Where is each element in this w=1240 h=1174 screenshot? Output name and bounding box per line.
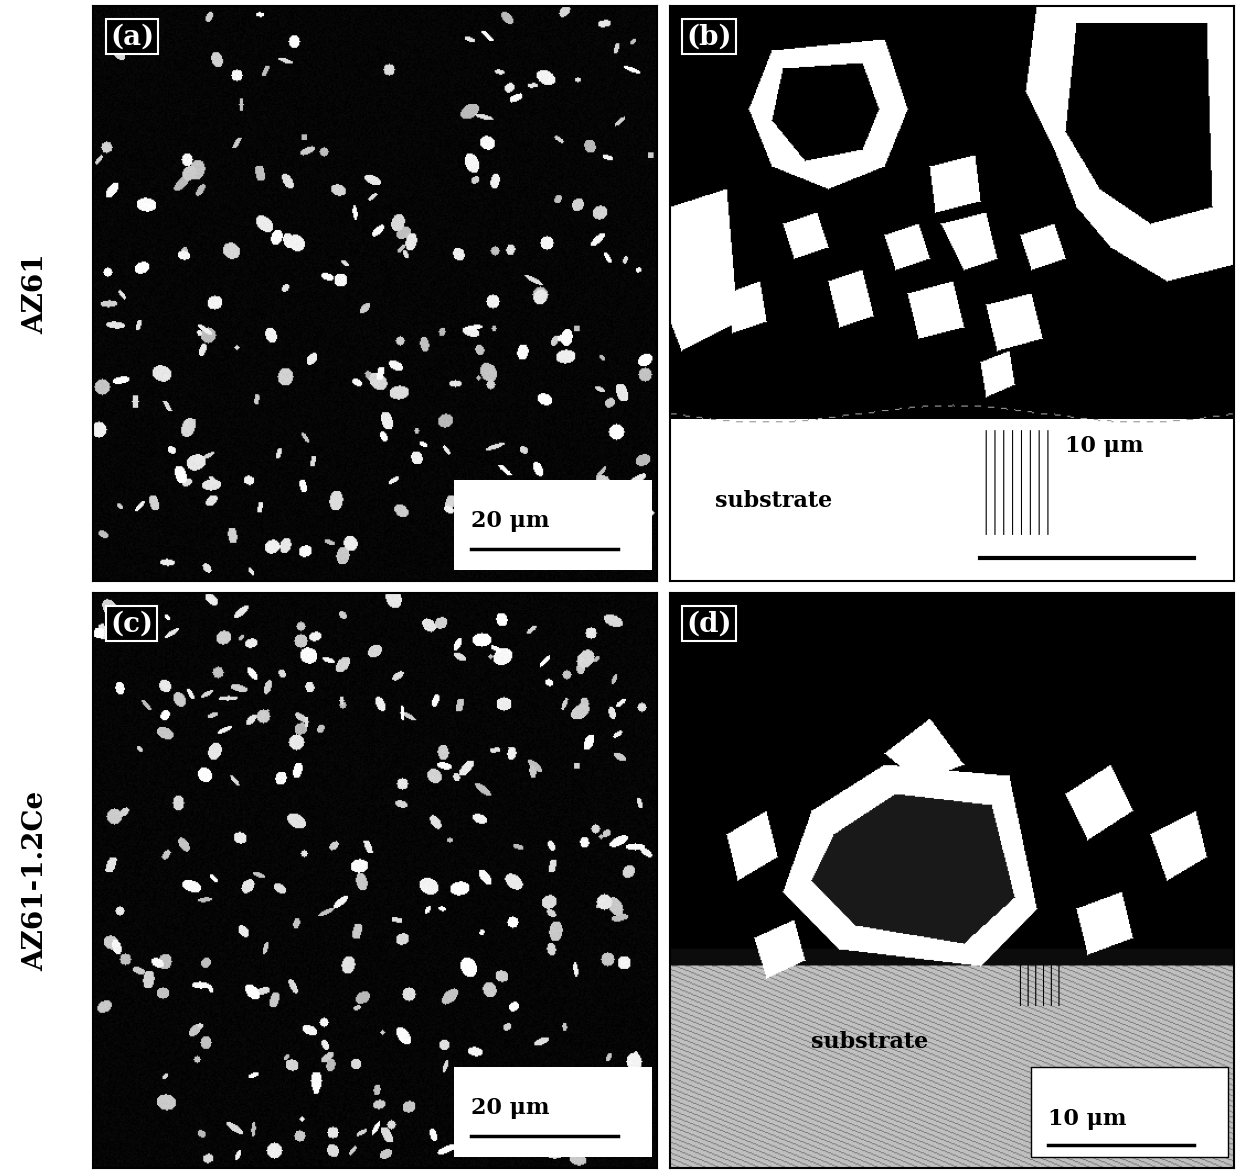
Text: 20 μm: 20 μm	[471, 511, 549, 532]
Text: (c): (c)	[110, 610, 153, 637]
Bar	[1030, 1067, 1228, 1156]
Text: (d): (d)	[687, 610, 732, 637]
Text: 20 μm: 20 μm	[471, 1098, 549, 1119]
Text: 10 μm: 10 μm	[1065, 434, 1143, 457]
Text: AZ61-1.2Ce: AZ61-1.2Ce	[22, 790, 48, 971]
Text: (b): (b)	[687, 23, 732, 50]
Text: 10 μm: 10 μm	[1048, 1108, 1126, 1131]
Text: substrate: substrate	[714, 490, 832, 512]
Text: substrate: substrate	[811, 1031, 928, 1053]
Text: AZ61: AZ61	[22, 254, 48, 333]
Text: (a): (a)	[110, 23, 154, 50]
Bar	[454, 480, 651, 569]
Bar	[454, 1067, 651, 1156]
